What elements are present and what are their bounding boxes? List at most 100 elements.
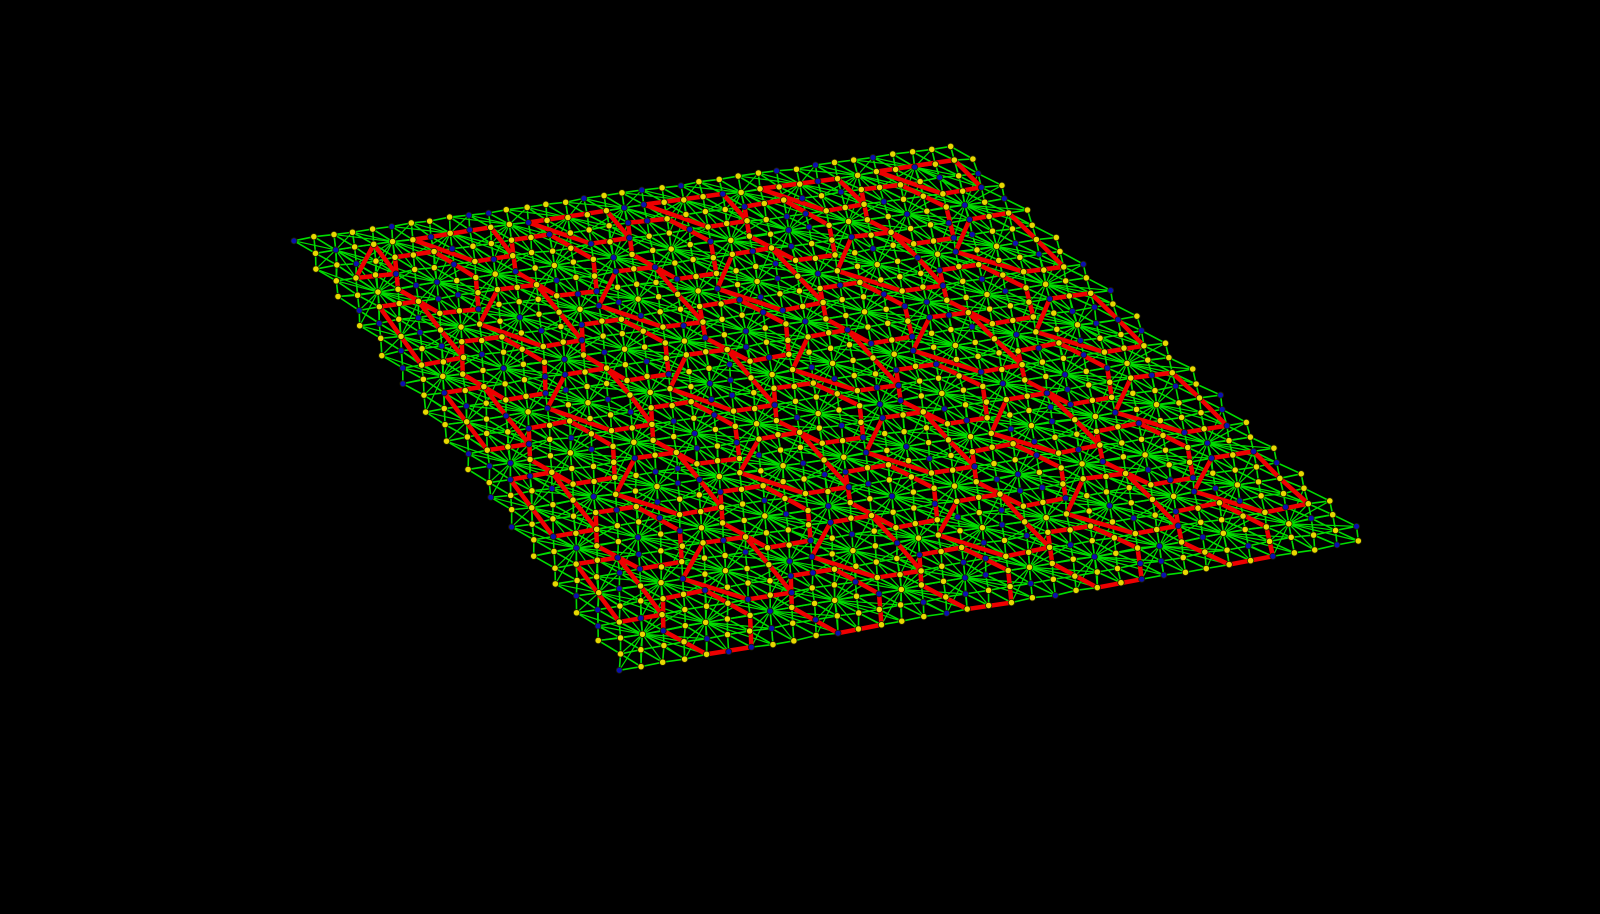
hub-spoke — [718, 457, 741, 478]
hub-spoke — [679, 475, 720, 500]
hub-spoke — [700, 527, 747, 538]
hub-spoke — [876, 263, 922, 274]
hub-spoke — [1002, 364, 1023, 385]
mesh-edge — [961, 190, 986, 203]
hub-spoke — [731, 373, 773, 396]
hub-spoke — [616, 509, 639, 538]
hub-spoke — [586, 385, 651, 393]
hub-spoke — [554, 547, 578, 569]
hub-spoke — [429, 220, 451, 234]
mesh-edge — [1066, 388, 1094, 402]
hub-spoke — [964, 204, 1010, 214]
hub-spoke — [293, 240, 337, 251]
hub-spoke — [794, 400, 819, 415]
mesh-edge — [552, 503, 575, 517]
hub-spoke — [656, 485, 723, 508]
mesh-edge — [980, 186, 1006, 200]
hub-spoke — [744, 515, 766, 553]
hub-spoke — [637, 281, 657, 300]
hub-spoke — [502, 367, 566, 376]
hub-spoke — [567, 216, 592, 245]
hub-spoke — [883, 201, 908, 215]
mesh-edge — [741, 314, 767, 329]
mesh-edge — [592, 258, 617, 273]
hub-spoke — [623, 348, 648, 377]
hub-spoke — [848, 344, 895, 355]
mesh-edge — [661, 613, 687, 627]
hub-spoke — [612, 237, 631, 259]
hub-spoke — [843, 456, 890, 466]
hub-spoke — [572, 483, 595, 498]
mesh-edge — [836, 612, 860, 617]
hub-spoke — [377, 273, 397, 293]
hub-spoke — [572, 515, 639, 538]
mesh-edge — [698, 180, 724, 195]
mesh-edge — [834, 254, 859, 268]
hub-spoke — [654, 471, 720, 478]
mesh-edge — [455, 279, 479, 294]
hub-spoke — [954, 344, 982, 373]
hub-spoke — [565, 201, 625, 209]
hub-spoke — [436, 281, 500, 305]
hub-spoke — [613, 441, 635, 463]
hub-spoke — [964, 184, 1003, 206]
hub-spoke — [854, 252, 878, 266]
hub-spoke — [1076, 415, 1096, 435]
hub-spoke — [335, 231, 354, 251]
mesh-edge — [597, 639, 622, 655]
hub-spoke — [697, 272, 718, 292]
hub-spoke — [863, 203, 908, 215]
hub-spoke — [1155, 372, 1173, 406]
hub-spoke — [787, 229, 856, 254]
hub-spoke — [1030, 392, 1048, 427]
mesh-edge — [1099, 444, 1125, 458]
hub-spoke — [863, 311, 909, 322]
mesh-edge — [1003, 197, 1029, 211]
hub-spoke — [822, 301, 866, 313]
hub-spoke — [494, 255, 514, 275]
hub-spoke — [519, 298, 539, 318]
mesh-edge — [685, 354, 710, 370]
hub-spoke — [630, 391, 651, 413]
mesh-edge — [1140, 438, 1167, 451]
mesh-edge — [419, 331, 443, 347]
mesh-edge — [538, 313, 562, 328]
hub-spoke — [563, 339, 583, 360]
hub-spoke — [1053, 312, 1079, 326]
hub-spoke — [901, 290, 928, 303]
mesh-edge — [1290, 536, 1316, 551]
hub-spoke — [723, 330, 747, 336]
mesh-edge — [1279, 473, 1303, 480]
hub-spoke — [553, 264, 579, 295]
mesh-edge — [978, 511, 1003, 526]
hub-spoke — [505, 399, 529, 413]
mesh-edge — [1195, 383, 1222, 396]
hub-spoke — [623, 326, 664, 350]
hub-spoke — [512, 255, 555, 267]
hub-spoke — [637, 298, 704, 323]
hub-spoke — [726, 330, 747, 351]
hub-spoke — [709, 348, 728, 385]
hub-spoke — [670, 248, 733, 255]
mesh-edge — [358, 324, 382, 340]
hub-spoke — [986, 293, 1014, 321]
mesh-edge — [1135, 408, 1162, 422]
mesh-edge — [1249, 436, 1275, 449]
mesh-edge — [618, 665, 642, 672]
hub-spoke — [549, 424, 571, 454]
hub-spoke — [892, 213, 908, 246]
hub-spoke — [787, 210, 827, 231]
mesh-edge — [1178, 402, 1202, 414]
hub-spoke — [683, 199, 748, 222]
mesh-edge — [1147, 468, 1172, 481]
hub-spoke — [1126, 362, 1194, 370]
hub-spoke — [1030, 424, 1101, 446]
hub-spoke — [782, 465, 807, 495]
hub-spoke — [745, 330, 810, 353]
hub-spoke — [553, 264, 617, 272]
hub-spoke — [967, 293, 988, 314]
hub-spoke — [646, 220, 672, 250]
hub-spoke — [879, 384, 900, 405]
mesh-edge — [624, 363, 648, 378]
